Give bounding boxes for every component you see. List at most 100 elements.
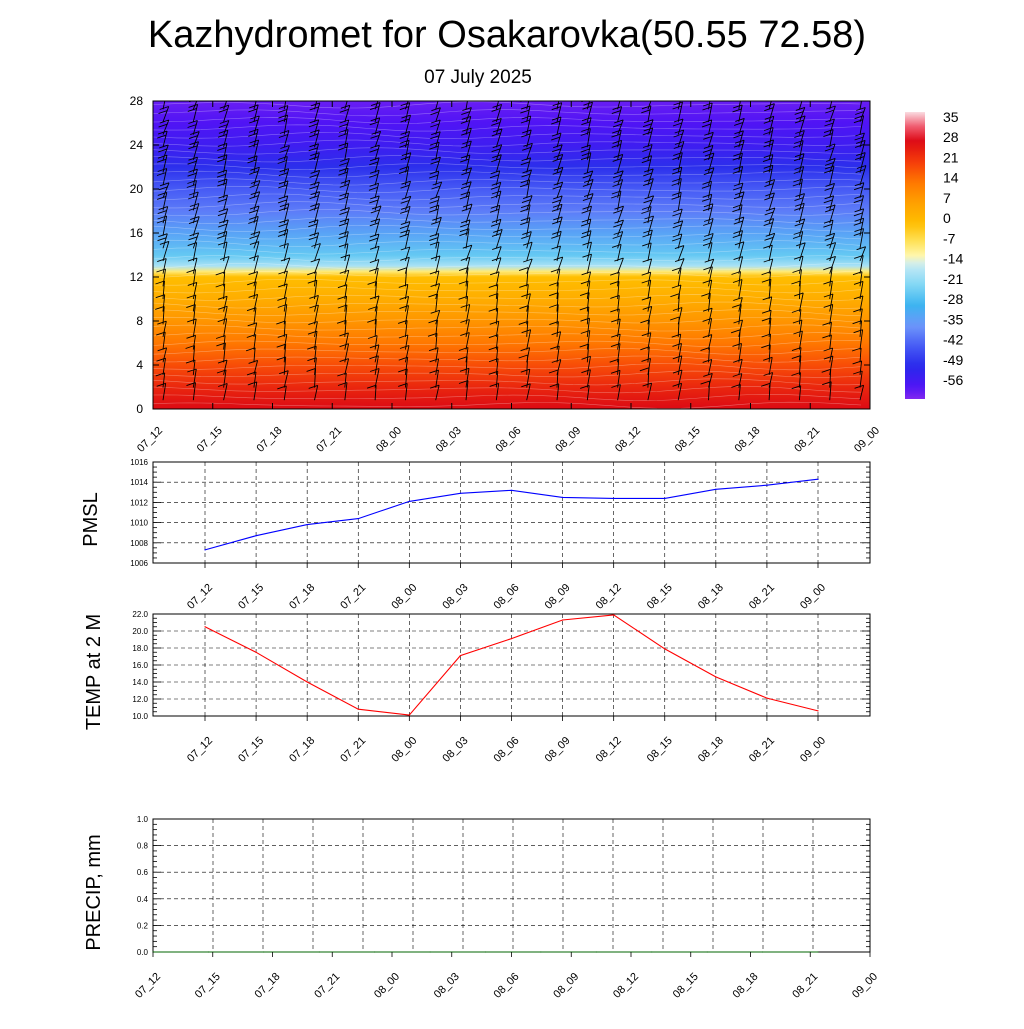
pmsl-point [204,549,206,551]
precip-point [263,951,265,953]
precip-point [651,951,653,953]
x-tick-label: 08_12 [611,971,641,1001]
y-tick-label: 16 [130,226,144,240]
x-tick-label: 08_00 [374,425,404,455]
y-tick-label: 0.2 [137,921,149,930]
y-tick-label: 12.0 [132,695,148,704]
x-tick-label: 07_15 [236,582,266,612]
temp-2m-point [613,614,615,616]
y-tick-label: 28 [130,94,144,108]
colorbar-label: -21 [943,271,963,287]
x-tick-label: 07_12 [133,971,163,1001]
x-tick-label: 08_00 [389,582,419,612]
x-tick-label: 07_18 [253,971,283,1001]
colorbar-label: -56 [943,372,963,388]
precip-ylabel: PRECIP, mm [83,834,105,950]
x-tick-label: 08_15 [645,582,675,612]
x-tick-label: 08_21 [747,735,777,765]
x-tick-label: 07_21 [338,735,368,765]
colorbar-label: -7 [943,230,956,246]
y-tick-label: 1016 [130,458,148,467]
colorbar-label: -28 [943,291,963,307]
x-tick-label: 08_09 [543,735,573,765]
y-tick-label: 0 [136,402,143,416]
pmsl-point [817,478,819,480]
precip-point [374,951,376,953]
temp-panel: 10.0 12.0 14.0 16.0 18.0 20.0 22.0 07_12 07_15 07… [83,610,871,765]
y-tick-label: 8 [136,314,143,328]
y-tick-label: 1010 [130,519,148,528]
x-tick-label: 07_18 [287,735,317,765]
pmsl-point [510,489,513,491]
precip-point [817,951,819,953]
x-tick-label: 08_09 [543,582,573,612]
colorbar-label: -35 [943,311,963,327]
x-tick-label: 08_18 [696,582,726,612]
y-tick-label: 16.0 [132,661,148,670]
colorbar-bar [905,112,925,399]
temp-2m-point [715,676,717,678]
x-tick-label: 07_21 [338,582,368,612]
x-tick-label: 07_15 [195,425,225,455]
x-tick-label: 09_00 [798,582,828,612]
x-tick-label: 07_12 [185,582,215,612]
temp-2m-point [357,708,359,710]
pmsl-point [613,497,615,499]
x-tick-label: 07_21 [314,425,344,455]
colorbar-label: 14 [943,170,959,186]
chart-title: Kazhydromet for Osakarovka(50.55 72.58) [148,14,866,56]
x-tick-label: 07_21 [312,971,342,1001]
x-tick-label: 08_12 [613,425,643,455]
x-tick-label: 08_03 [432,971,462,1001]
pmsl-point [562,496,564,498]
pmsl-panel: 1006 1008 1010 1012 1014 1016 07_12 07_15 07_18 0… [80,458,871,612]
y-tick-label: 1012 [130,498,148,507]
colorbar-label: -42 [943,332,963,348]
temp-2m-point [562,619,564,621]
x-tick-label: 08_21 [747,582,777,612]
colorbar-label: -14 [943,251,963,267]
x-tick-label: 08_06 [494,425,524,455]
pmsl-point [306,524,308,526]
y-tick-label: 1006 [130,559,148,568]
pmsl-ylabel: PMSL [80,492,102,546]
temp-2m-point [408,714,410,716]
precip-point [540,951,542,953]
temp-2m-point [255,651,257,653]
precip-point [484,951,487,953]
pmsl-point [255,535,257,537]
y-tick-label: 0.8 [137,842,149,851]
x-tick-label: 07_12 [135,425,165,455]
x-tick-label: 07_18 [255,425,285,455]
y-tick-label: 22.0 [132,610,148,619]
y-tick-label: 12 [130,270,144,284]
y-tick-label: 10.0 [132,712,148,721]
y-tick-label: 18.0 [132,644,148,653]
temp-2m-point [306,681,308,683]
pmsl-point [766,484,768,486]
x-tick-label: 08_18 [733,425,763,455]
x-tick-label: 08_03 [434,425,464,455]
x-tick-label: 08_15 [673,425,703,455]
colorbar-label: 0 [943,210,951,226]
y-tick-label: 0.0 [137,948,149,957]
pmsl-point [715,488,717,490]
wind-barbs [155,101,867,401]
x-tick-label: 08_03 [440,735,470,765]
y-tick-label: 24 [130,138,144,152]
x-tick-label: 08_06 [492,971,522,1001]
x-tick-label: 07_15 [236,735,266,765]
temp-2m-point [510,638,513,640]
precip-point [207,951,209,953]
x-tick-label: 08_18 [731,971,761,1001]
precip-point [706,951,708,953]
colorbar-label: 7 [943,190,951,206]
temp-2m-point [664,648,666,650]
x-tick-label: 08_09 [551,971,581,1001]
chart-date: 07 July 2025 [424,67,532,88]
y-tick-label: 20 [130,182,144,196]
x-tick-label: 09_00 [850,971,880,1001]
pmsl-point [408,500,410,502]
precip-panel: 0.0 0.2 0.4 0.6 0.8 1.0 07_12 07_15 07_18 07_21 08… [83,815,880,1001]
